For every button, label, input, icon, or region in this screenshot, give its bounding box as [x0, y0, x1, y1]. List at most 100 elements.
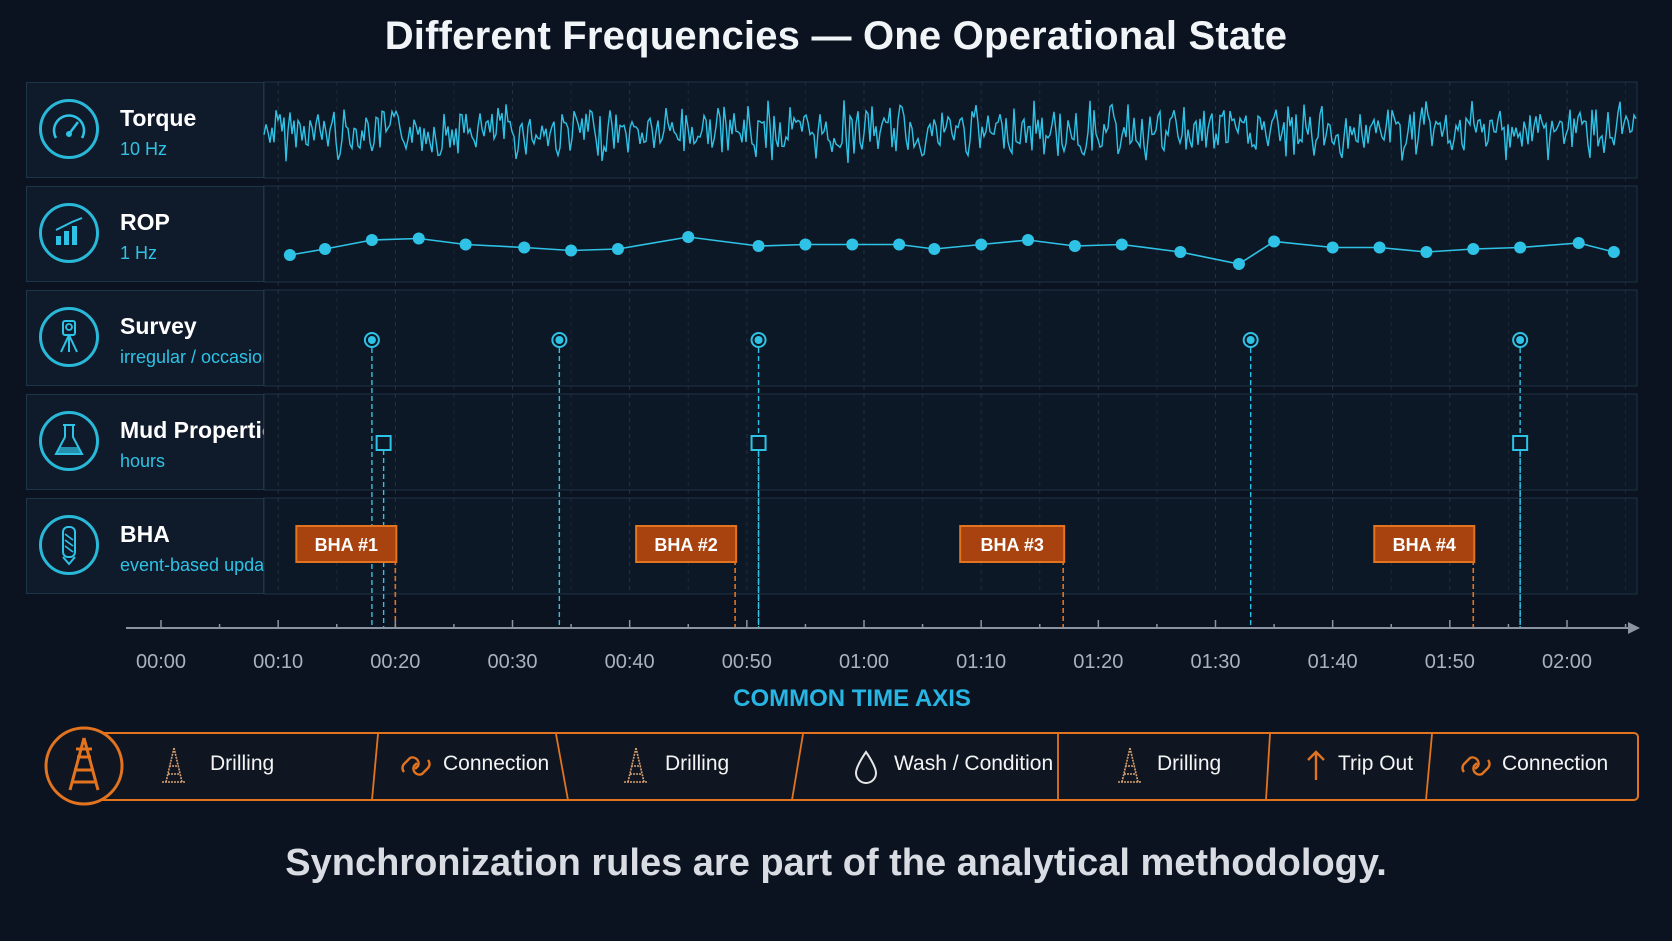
flask-icon — [39, 411, 99, 471]
rop-point — [412, 232, 425, 245]
state-label: Trip Out — [1338, 752, 1414, 775]
rop-point — [1467, 243, 1480, 255]
rop-line — [289, 236, 1615, 265]
row-label-bha: BHA event-based update — [26, 498, 279, 594]
bha-event-label: BHA #4 — [1393, 535, 1456, 555]
axis-tick-label: 01:40 — [1308, 651, 1358, 673]
mud-sample-marker — [375, 435, 392, 451]
bha-event-label: BHA #2 — [654, 535, 717, 555]
rop-point — [459, 238, 472, 251]
row-frequency: 1 Hz — [120, 243, 158, 263]
link-icon — [401, 756, 420, 773]
axis-tick-label: 01:20 — [1073, 651, 1123, 673]
derrick-icon — [1118, 747, 1142, 783]
rop-point — [365, 234, 378, 246]
axis-tick-label: 01:00 — [839, 651, 889, 673]
survey-point-core — [555, 336, 564, 344]
row-frequency: irregular / occasional — [120, 347, 287, 367]
axis-tick-label: 02:00 — [1542, 651, 1592, 673]
bha-event-box — [959, 525, 1066, 563]
link-icon — [412, 759, 431, 776]
survey-point-core — [367, 336, 376, 344]
survey-point — [1512, 332, 1529, 348]
rop-point — [682, 231, 695, 243]
survey-point — [551, 332, 568, 348]
bha-event-box — [295, 525, 398, 563]
row-plot-panel — [263, 185, 1638, 283]
torque-trace — [263, 100, 1637, 163]
bha-event-label: BHA #3 — [981, 535, 1044, 555]
survey-point — [363, 332, 380, 348]
bar-chart-icon — [39, 203, 99, 263]
rop-point — [893, 238, 906, 251]
row-plot-panel — [263, 289, 1638, 387]
derrick-icon — [162, 747, 186, 783]
derrick-icon — [68, 737, 100, 791]
rop-point — [565, 244, 578, 257]
bha-event-label: BHA #1 — [315, 535, 378, 555]
axis-tick-label: 01:50 — [1425, 651, 1475, 673]
axis-tick-label: 00:30 — [487, 651, 537, 673]
axis-tick-label: 01:10 — [956, 651, 1006, 673]
row-plot-panel — [263, 393, 1638, 491]
arrow-up-icon — [1307, 750, 1325, 780]
axis-tick-label: 00:40 — [605, 651, 655, 673]
time-axis-arrowhead — [1628, 622, 1640, 634]
footer-caption: Synchronization rules are part of the an… — [285, 842, 1387, 884]
droplet-icon — [854, 750, 878, 784]
rop-point — [319, 243, 332, 255]
rop-point — [928, 243, 941, 255]
gauge-icon — [39, 99, 99, 159]
rop-point — [752, 240, 765, 252]
state-divider — [1425, 733, 1433, 801]
rop-point — [1420, 246, 1433, 258]
rop-point — [518, 241, 531, 254]
row-frequency: hours — [120, 451, 166, 471]
survey-point-core — [754, 336, 763, 344]
bha-event-box — [635, 525, 738, 563]
axis-tick-label: 00:20 — [370, 651, 420, 673]
rop-point — [1572, 237, 1585, 249]
state-label: Drilling — [665, 752, 730, 775]
survey-instrument-icon — [39, 307, 99, 367]
rop-point — [1068, 240, 1081, 252]
axis-title: COMMON TIME AXIS — [733, 685, 971, 712]
link-icon — [1472, 759, 1491, 776]
state-label: Wash / Condition — [894, 752, 1054, 775]
rop-point — [1326, 241, 1339, 254]
page-title: Different Frequencies — One Operational … — [384, 14, 1288, 58]
rop-point — [846, 238, 859, 251]
state-divider — [371, 733, 379, 801]
row-label-mud: Mud Properties hours — [26, 394, 287, 490]
row-plot-panel — [263, 497, 1638, 595]
state-divider — [555, 733, 569, 801]
row-name: Torque — [120, 105, 197, 131]
row-frequency: 10 Hz — [120, 139, 168, 159]
drill-bit-icon — [39, 515, 99, 575]
axis-tick-label: 01:30 — [1190, 651, 1240, 673]
row-frequency: event-based update — [120, 555, 280, 575]
state-divider — [1265, 733, 1271, 801]
axis-tick-label: 00:10 — [253, 651, 303, 673]
row-name: BHA — [120, 521, 170, 547]
mud-sample-marker — [750, 435, 767, 451]
rop-point — [611, 243, 624, 255]
bha-event-box — [1373, 525, 1476, 563]
rop-point — [1115, 238, 1128, 251]
state-label: Drilling — [210, 752, 275, 775]
rop-point — [975, 238, 988, 251]
survey-point-core — [1246, 336, 1255, 344]
row-label-torque: Torque 10 Hz — [26, 82, 264, 178]
row-name: Survey — [120, 313, 197, 339]
state-divider — [791, 733, 804, 801]
state-label: Connection — [1502, 752, 1609, 775]
survey-point-core — [1516, 336, 1525, 344]
rop-point — [1174, 246, 1187, 258]
rig-icon — [44, 726, 124, 806]
row-plot-panel — [263, 81, 1638, 179]
link-icon — [1461, 756, 1480, 773]
rop-point — [1022, 234, 1035, 246]
rop-point — [1373, 241, 1386, 254]
mud-sample-marker — [1512, 435, 1529, 451]
row-label-survey: Survey irregular / occasional — [26, 290, 286, 386]
